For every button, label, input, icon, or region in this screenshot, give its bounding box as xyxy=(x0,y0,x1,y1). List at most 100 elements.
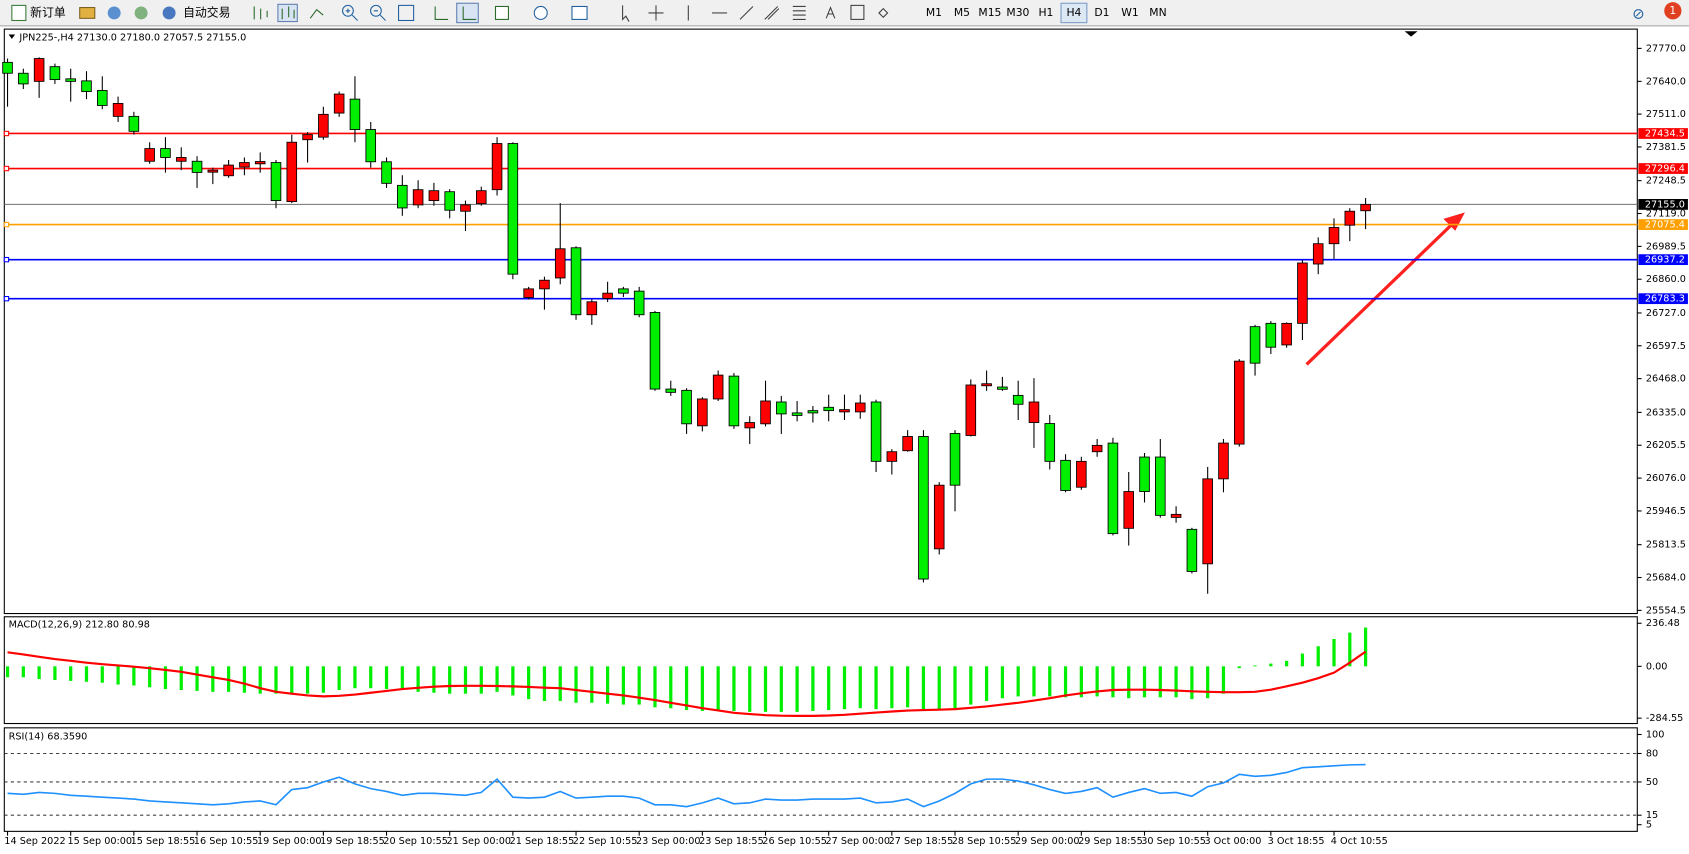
shift-glyph[interactable] xyxy=(462,6,477,20)
macd-bar xyxy=(1363,627,1368,667)
timeframe-button[interactable]: M1 xyxy=(926,6,942,19)
macd-bar xyxy=(890,666,894,709)
macd-bar xyxy=(858,666,862,709)
shift-icon[interactable] xyxy=(456,2,479,24)
candle-body xyxy=(854,402,866,413)
level-price-label: 27075.4 xyxy=(1645,220,1685,231)
macd-bar xyxy=(1174,666,1178,698)
zoom-in-icon[interactable] xyxy=(342,4,354,17)
timeframe-button[interactable]: H1 xyxy=(1038,6,1053,19)
alert-count[interactable]: 1 xyxy=(1669,4,1676,17)
trend-arrow xyxy=(1305,212,1465,366)
x-tick-label: 23 Sep 00:00 xyxy=(636,836,701,847)
toolbar-icon[interactable] xyxy=(79,7,96,19)
autoscroll-icon[interactable] xyxy=(434,6,449,20)
macd-bar xyxy=(1348,632,1352,667)
candle-body xyxy=(349,98,361,130)
new-order-button[interactable]: 新订单 xyxy=(30,5,66,19)
macd-bar xyxy=(163,666,168,690)
macd-bar xyxy=(700,666,704,711)
candle-body xyxy=(965,384,977,436)
candle-body xyxy=(412,189,424,206)
symbol-menu-marker xyxy=(8,34,16,39)
macd-bar xyxy=(542,666,547,701)
x-tick-label: 23 Sep 18:55 xyxy=(699,836,764,847)
timeframe-button[interactable]: W1 xyxy=(1121,6,1138,19)
macd-bar xyxy=(305,666,310,694)
candle-icon[interactable] xyxy=(281,6,295,20)
templates-icon[interactable] xyxy=(571,5,588,20)
macd-bar xyxy=(479,666,483,694)
timeframe-button[interactable]: M30 xyxy=(1006,6,1029,19)
candle-body xyxy=(902,436,913,452)
candle-body xyxy=(918,436,929,580)
trendline-tool[interactable] xyxy=(739,6,754,20)
alert-badge[interactable] xyxy=(1664,2,1682,20)
text-tool[interactable] xyxy=(825,6,836,19)
timeframe-button[interactable]: M15 xyxy=(978,6,1001,19)
macd-bar xyxy=(1206,666,1210,699)
label-tool[interactable] xyxy=(850,4,865,20)
candle-body xyxy=(223,164,234,177)
x-tick-label: 27 Sep 00:00 xyxy=(825,836,890,847)
candle-body xyxy=(333,93,345,114)
y-tick-label: 25554.5 xyxy=(1646,605,1686,616)
zoom-out-glyph[interactable] xyxy=(373,10,387,21)
y-tick-label: 25813.5 xyxy=(1646,540,1686,551)
chart-type-icons[interactable] xyxy=(253,3,324,23)
macd-bar xyxy=(827,666,831,711)
line-chart-icon[interactable] xyxy=(309,8,324,19)
arrow-shaft xyxy=(1305,223,1454,366)
auto-trading-icon[interactable] xyxy=(162,6,176,20)
macd-bar xyxy=(195,666,199,691)
timeframe-button[interactable]: D1 xyxy=(1094,6,1109,19)
macd-bar xyxy=(211,666,215,692)
new-order-icon[interactable] xyxy=(11,4,27,22)
level-handle xyxy=(3,130,10,137)
bar-chart-icon[interactable] xyxy=(253,6,268,20)
arrows-tool[interactable] xyxy=(878,7,889,19)
macd-bar xyxy=(1032,666,1036,697)
toolbar-icon[interactable] xyxy=(107,6,121,20)
crosshair-tool[interactable] xyxy=(648,5,664,21)
zoom-out-icon[interactable] xyxy=(370,4,382,17)
timeframe-button[interactable]: MN xyxy=(1149,6,1166,19)
chart-frame xyxy=(3,28,1638,832)
level-handle xyxy=(3,165,10,172)
active-timeframe-bg xyxy=(1060,2,1088,24)
timeframe-button[interactable]: H4 xyxy=(1066,6,1081,19)
y-tick-label: 26335.0 xyxy=(1646,407,1686,418)
zoom-icons[interactable] xyxy=(342,4,415,22)
channel-tool[interactable] xyxy=(764,6,780,20)
macd-bar xyxy=(337,666,341,691)
macd-bar xyxy=(684,666,689,711)
y-tick-label: 26989.5 xyxy=(1646,241,1686,252)
cursor-tool[interactable] xyxy=(622,5,630,22)
candle-body xyxy=(1297,262,1308,324)
indicators-icon[interactable] xyxy=(494,5,509,20)
level-handle xyxy=(3,295,10,302)
macd-bar xyxy=(321,666,325,693)
drawing-tools[interactable] xyxy=(622,4,889,22)
zoom-in-glyph[interactable] xyxy=(345,8,359,21)
candle-body xyxy=(776,401,787,415)
candle-body xyxy=(1312,243,1324,265)
macd-bar xyxy=(984,666,989,701)
x-tick-label: 14 Sep 2022 xyxy=(4,836,65,847)
timeframe-button[interactable]: M5 xyxy=(954,6,970,19)
tile-icon[interactable] xyxy=(398,4,415,22)
fibo-tool[interactable] xyxy=(792,5,806,20)
periods-icon[interactable] xyxy=(533,5,548,20)
candle-body xyxy=(365,129,377,163)
y-tick-label: 27381.5 xyxy=(1646,142,1686,153)
auto-trading-button[interactable]: 自动交易 xyxy=(183,5,230,19)
scroll-icons[interactable] xyxy=(434,2,479,24)
toolbar-bg xyxy=(0,0,1689,26)
macd-bar xyxy=(1079,666,1083,698)
level-price-tag xyxy=(1638,128,1688,139)
candle-body xyxy=(1202,478,1213,565)
toolbar-icon[interactable] xyxy=(134,6,148,20)
macd-bar xyxy=(132,666,136,686)
macd-bar xyxy=(795,666,799,712)
search-icon[interactable] xyxy=(1633,9,1644,19)
